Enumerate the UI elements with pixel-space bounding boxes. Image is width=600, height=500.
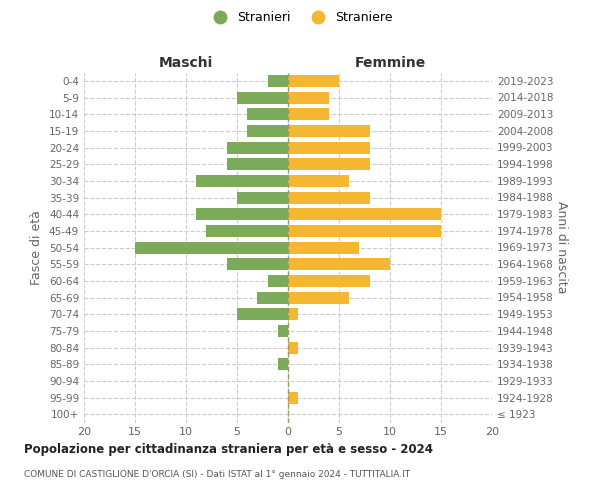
Bar [288, 192, 370, 203]
Bar [288, 225, 441, 237]
Bar [268, 75, 288, 87]
Bar [196, 175, 288, 187]
Bar [227, 142, 288, 154]
Bar [288, 258, 390, 270]
Bar [288, 242, 359, 254]
Bar [237, 308, 288, 320]
Bar [288, 158, 370, 170]
Bar [237, 92, 288, 104]
Bar [237, 192, 288, 203]
Text: COMUNE DI CASTIGLIONE D'ORCIA (SI) - Dati ISTAT al 1° gennaio 2024 - TUTTITALIA.: COMUNE DI CASTIGLIONE D'ORCIA (SI) - Dat… [24, 470, 410, 479]
Bar [288, 208, 441, 220]
Bar [278, 325, 288, 337]
Legend: Stranieri, Straniere: Stranieri, Straniere [202, 6, 398, 29]
Bar [288, 142, 370, 154]
Bar [247, 108, 288, 120]
Text: Popolazione per cittadinanza straniera per età e sesso - 2024: Popolazione per cittadinanza straniera p… [24, 442, 433, 456]
Bar [288, 342, 298, 353]
Bar [196, 208, 288, 220]
Text: Femmine: Femmine [355, 56, 425, 70]
Y-axis label: Anni di nascita: Anni di nascita [554, 201, 568, 294]
Bar [135, 242, 288, 254]
Bar [288, 175, 349, 187]
Y-axis label: Fasce di età: Fasce di età [31, 210, 43, 285]
Bar [227, 158, 288, 170]
Bar [288, 292, 349, 304]
Bar [288, 308, 298, 320]
Bar [257, 292, 288, 304]
Bar [288, 392, 298, 404]
Bar [227, 258, 288, 270]
Bar [288, 108, 329, 120]
Bar [288, 75, 339, 87]
Bar [247, 125, 288, 137]
Bar [278, 358, 288, 370]
Bar [288, 275, 370, 287]
Bar [288, 125, 370, 137]
Bar [268, 275, 288, 287]
Text: Maschi: Maschi [159, 56, 213, 70]
Bar [288, 92, 329, 104]
Bar [206, 225, 288, 237]
